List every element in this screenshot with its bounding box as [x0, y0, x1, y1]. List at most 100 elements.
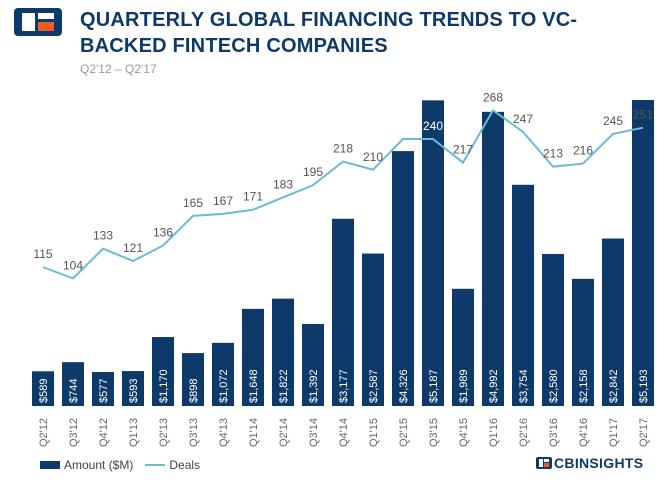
legend-label-amount: Amount ($M) — [64, 458, 134, 472]
deal-label-1: 104 — [63, 258, 83, 272]
x-tick-19: Q1'17 — [608, 418, 620, 447]
bar-series-amount — [32, 100, 654, 407]
deal-label-16: 247 — [513, 112, 533, 126]
brand-name: CBINSIGHTS — [554, 455, 644, 471]
deal-label-14: 217 — [453, 143, 473, 157]
bar-label-20: $5,193 — [638, 369, 650, 403]
legend-label-deals: Deals — [169, 458, 201, 472]
deal-label-17: 213 — [543, 147, 563, 161]
deal-label-4: 136 — [153, 226, 173, 240]
x-tick-15: Q1'16 — [488, 418, 500, 447]
deal-label-7: 171 — [243, 190, 263, 204]
bar-label-16: $3,754 — [518, 369, 530, 403]
deal-label-2: 133 — [93, 229, 113, 243]
deal-label-20: 251 — [633, 108, 653, 122]
bar-8 — [272, 298, 294, 406]
x-tick-14: Q4'15 — [458, 418, 470, 447]
deal-label-5: 165 — [183, 196, 203, 210]
x-tick-0: Q2'12 — [38, 418, 50, 447]
legend: Amount ($M) Deals — [40, 458, 200, 472]
bar-17 — [542, 253, 564, 406]
x-tick-10: Q4'14 — [338, 418, 350, 447]
bar-4 — [152, 337, 174, 406]
x-tick-4: Q2'13 — [158, 418, 170, 447]
chart-subtitle: Q2'12 – Q2'17 — [80, 62, 157, 76]
legend-swatch-amount — [40, 461, 60, 469]
bar-label-14: $1,989 — [458, 369, 470, 403]
deal-label-11: 210 — [363, 150, 383, 164]
deal-label-6: 167 — [213, 194, 233, 208]
deal-label-19: 245 — [603, 114, 623, 128]
bar-15 — [482, 111, 504, 406]
x-tick-8: Q2'14 — [278, 418, 290, 447]
deal-label-13: 240 — [423, 119, 443, 133]
deal-label-3: 121 — [123, 241, 143, 255]
line-value-labels: 115 104 133 121 136 165 167 171 183 195 218 210 240 2… — [33, 90, 653, 272]
bar-9 — [302, 323, 324, 406]
deal-label-8: 183 — [273, 177, 293, 191]
bar-label-15: $4,992 — [488, 369, 500, 403]
bar-6 — [212, 342, 234, 406]
bar-label-19: $2,842 — [608, 369, 620, 403]
legend-swatch-deals — [145, 464, 166, 466]
bar-5 — [182, 353, 204, 406]
x-tick-6: Q4'13 — [218, 418, 230, 447]
bar-value-labels: $589 $744 $577 $593 $1,170 $898 $1,072 $1,648 $1… — [38, 369, 650, 403]
x-tick-3: Q1'13 — [128, 418, 140, 447]
bar-label-8: $1,822 — [278, 369, 290, 403]
bar-label-12: $4,326 — [398, 369, 410, 403]
deal-label-0: 115 — [33, 247, 52, 261]
bar-label-18: $2,158 — [578, 369, 590, 403]
deal-label-13: 240 — [423, 119, 443, 133]
cb-mark-icon — [536, 457, 552, 469]
bar-label-11: $2,587 — [368, 369, 380, 403]
bar-label-0: $589 — [38, 379, 50, 403]
line-series-deals — [42, 108, 644, 280]
bar-label-2: $577 — [98, 379, 110, 403]
bar-13 — [422, 100, 444, 407]
bar-11 — [362, 253, 384, 406]
bar-19 — [602, 238, 624, 406]
bar-1 — [62, 362, 84, 406]
x-tick-13: Q3'15 — [428, 418, 440, 447]
bar-7 — [242, 308, 264, 406]
x-tick-18: Q4'16 — [578, 418, 590, 447]
cb-insights-logo — [14, 8, 62, 36]
x-tick-16: Q2'16 — [518, 418, 530, 447]
deal-label-15: 268 — [483, 90, 503, 104]
bar-label-1: $744 — [68, 379, 80, 403]
bar-12 — [392, 151, 414, 406]
bar-20 — [632, 100, 654, 406]
bar-label-7: $1,648 — [248, 369, 260, 403]
deal-label-18: 216 — [573, 144, 593, 158]
x-tick-1: Q3'12 — [68, 418, 80, 447]
bar-label-13: $5,187 — [428, 369, 440, 403]
bar-0 — [32, 371, 54, 406]
x-tick-7: Q1'14 — [248, 418, 260, 447]
bar-2 — [92, 372, 114, 406]
bar-label-9: $1,392 — [308, 369, 320, 403]
bar-3 — [122, 371, 144, 406]
x-tick-5: Q3'13 — [188, 418, 200, 447]
deal-label-10: 218 — [333, 142, 353, 156]
bar-label-10: $3,177 — [338, 369, 350, 403]
bar-label-6: $1,072 — [218, 369, 230, 403]
bar-16 — [512, 184, 534, 406]
bar-10 — [332, 218, 354, 406]
deals-line — [42, 108, 644, 280]
x-axis-tick-labels: Q2'12 Q3'12 Q4'12 Q1'13 Q2'13 Q3'13 Q4'13 Q1'14… — [38, 418, 650, 447]
bar-14 — [452, 288, 474, 406]
x-tick-9: Q3'14 — [308, 418, 320, 447]
chart-title: QUARTERLY GLOBAL FINANCING TRENDS TO VC-… — [80, 9, 578, 57]
bar-label-4: $1,170 — [158, 369, 170, 403]
x-tick-17: Q3'16 — [548, 418, 560, 447]
x-tick-11: Q1'15 — [368, 418, 380, 447]
cb-insights-brand: CBINSIGHTS — [536, 455, 643, 471]
bar-label-5: $898 — [188, 379, 200, 403]
deal-label-9: 195 — [303, 165, 323, 179]
x-tick-12: Q2'15 — [398, 418, 410, 447]
x-tick-20: Q2'17 — [638, 418, 650, 447]
x-tick-2: Q4'12 — [98, 418, 110, 447]
bar-label-3: $593 — [128, 379, 140, 403]
